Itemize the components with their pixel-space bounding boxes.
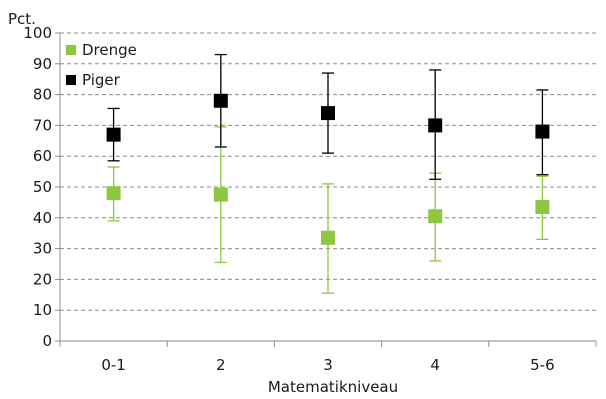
marker-piger-2: [213, 93, 228, 108]
marker-piger-4: [428, 118, 443, 133]
y-tick-label-50: 50: [33, 178, 52, 196]
y-axis-title: Pct.: [8, 10, 36, 28]
marker-drenge-4: [428, 209, 443, 224]
marker-drenge-3: [321, 230, 335, 245]
y-tick-label-0: 0: [42, 332, 52, 350]
x-tick-label-4: 4: [430, 356, 440, 374]
y-tick-label-30: 30: [33, 240, 52, 258]
x-tick-label-0-1: 0-1: [101, 356, 126, 374]
marker-piger-3: [321, 106, 335, 121]
y-tick-label-70: 70: [33, 116, 52, 134]
x-tick-label-5-6: 5-6: [530, 356, 555, 374]
marker-drenge-0-1: [106, 186, 121, 201]
legend-swatch-piger: [66, 75, 76, 85]
marker-piger-0-1: [106, 127, 121, 142]
y-tick-label-100: 100: [23, 24, 52, 42]
y-tick-label-80: 80: [33, 86, 52, 104]
marker-drenge-2: [213, 187, 228, 202]
legend: Drenge Piger: [66, 41, 137, 89]
y-tick-label-10: 10: [33, 301, 52, 319]
marker-drenge-5-6: [535, 200, 550, 215]
legend-swatch-drenge: [66, 45, 76, 55]
x-tick-labels: 0-1 2 3 4 5-6: [101, 356, 554, 374]
y-tick-label-20: 20: [33, 270, 52, 288]
y-tick-labels: 0 10 20 30 40 50 60 70 80 90 100: [23, 24, 52, 350]
error-bars: [107, 53, 549, 294]
marker-piger-5-6: [535, 124, 550, 139]
x-tick-label-2: 2: [216, 356, 226, 374]
y-tick-label-40: 40: [33, 209, 52, 227]
x-axis-title: Matematikniveau: [268, 378, 398, 396]
legend-label-piger: Piger: [82, 71, 121, 89]
axes: [55, 32, 597, 347]
legend-label-drenge: Drenge: [82, 41, 137, 59]
data-markers: [106, 93, 550, 245]
y-tick-label-60: 60: [33, 147, 52, 165]
x-tick-label-3: 3: [323, 356, 333, 374]
y-tick-label-90: 90: [33, 55, 52, 73]
